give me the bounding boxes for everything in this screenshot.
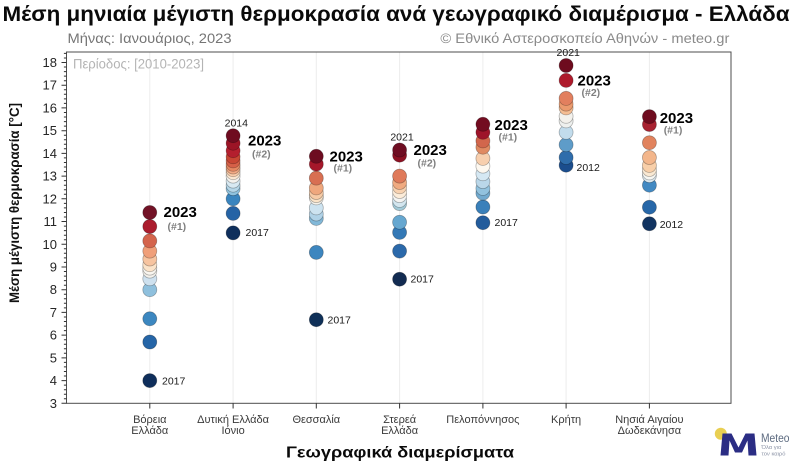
svg-text:(#1): (#1) bbox=[334, 163, 353, 175]
svg-text:(#2): (#2) bbox=[252, 149, 271, 161]
svg-text:2023: 2023 bbox=[248, 133, 281, 150]
svg-text:Ελλάδα: Ελλάδα bbox=[131, 425, 169, 437]
svg-text:15: 15 bbox=[43, 123, 57, 138]
svg-text:5: 5 bbox=[50, 350, 57, 365]
svg-text:Θεσσαλία: Θεσσαλία bbox=[292, 414, 340, 426]
svg-text:13: 13 bbox=[43, 169, 57, 184]
svg-text:(#1): (#1) bbox=[664, 125, 683, 137]
svg-text:Μέση μέγιστη θερμοκρασία [°C]: Μέση μέγιστη θερμοκρασία [°C] bbox=[6, 103, 22, 303]
svg-text:9: 9 bbox=[50, 260, 57, 275]
svg-text:2012: 2012 bbox=[577, 162, 601, 174]
svg-text:2023: 2023 bbox=[578, 72, 611, 89]
svg-text:Ιόνιο: Ιόνιο bbox=[221, 425, 244, 437]
svg-text:2023: 2023 bbox=[660, 110, 693, 127]
svg-text:18: 18 bbox=[43, 55, 57, 70]
svg-text:2023: 2023 bbox=[495, 117, 528, 134]
svg-text:10: 10 bbox=[43, 237, 57, 252]
svg-text:Meteo: Meteo bbox=[761, 433, 790, 445]
svg-text:12: 12 bbox=[43, 191, 57, 206]
svg-text:Νησιά Αιγαίου: Νησιά Αιγαίου bbox=[615, 414, 683, 426]
svg-text:2023: 2023 bbox=[164, 204, 197, 221]
svg-text:17: 17 bbox=[43, 78, 57, 93]
svg-text:(#1): (#1) bbox=[499, 132, 518, 144]
svg-text:Δωδεκάνησα: Δωδεκάνησα bbox=[618, 425, 682, 437]
svg-text:τον καιρό: τον καιρό bbox=[762, 451, 786, 458]
svg-text:Μέση μηνιαία μέγιστη θερμοκρασ: Μέση μηνιαία μέγιστη θερμοκρασία ανά γεω… bbox=[3, 2, 790, 26]
svg-text:Μήνας: Ιανουάριος, 2023: Μήνας: Ιανουάριος, 2023 bbox=[68, 31, 232, 46]
svg-text:Γεωγραφικά διαμερίσματα: Γεωγραφικά διαμερίσματα bbox=[286, 445, 515, 462]
svg-text:Βόρεια: Βόρεια bbox=[133, 414, 167, 426]
svg-text:11: 11 bbox=[44, 214, 58, 229]
svg-text:Στερεά: Στερεά bbox=[383, 414, 417, 426]
svg-text:14: 14 bbox=[43, 146, 57, 161]
svg-text:(#1): (#1) bbox=[168, 221, 187, 233]
svg-text:2017: 2017 bbox=[162, 375, 186, 387]
svg-text:(#2): (#2) bbox=[418, 157, 437, 169]
svg-text:2012: 2012 bbox=[660, 219, 684, 231]
svg-text:2021: 2021 bbox=[557, 47, 581, 59]
svg-text:Ελλάδα: Ελλάδα bbox=[381, 425, 419, 437]
svg-text:2017: 2017 bbox=[411, 274, 435, 286]
svg-text:6: 6 bbox=[50, 328, 57, 343]
svg-text:Δυτική Ελλάδα: Δυτική Ελλάδα bbox=[197, 414, 269, 426]
svg-text:2017: 2017 bbox=[495, 217, 519, 229]
svg-text:Κρήτη: Κρήτη bbox=[551, 414, 581, 426]
svg-text:7: 7 bbox=[50, 305, 57, 320]
svg-text:8: 8 bbox=[50, 282, 57, 297]
svg-text:Όλα για: Όλα για bbox=[761, 445, 782, 451]
svg-text:2017: 2017 bbox=[328, 314, 352, 326]
svg-text:Περίοδος: [2010-2023]: Περίοδος: [2010-2023] bbox=[73, 57, 204, 72]
svg-text:3: 3 bbox=[50, 396, 57, 411]
svg-text:2017: 2017 bbox=[246, 227, 270, 239]
svg-text:2023: 2023 bbox=[330, 148, 363, 165]
svg-text:16: 16 bbox=[43, 100, 57, 115]
svg-text:2014: 2014 bbox=[225, 118, 249, 130]
svg-text:Πελοπόννησος: Πελοπόννησος bbox=[446, 414, 519, 426]
svg-text:(#2): (#2) bbox=[582, 87, 601, 99]
svg-text:© Εθνικό Αστεροσκοπείο Αθηνών: © Εθνικό Αστεροσκοπείο Αθηνών - meteo.gr bbox=[440, 31, 730, 46]
svg-text:2021: 2021 bbox=[390, 131, 414, 143]
svg-text:2023: 2023 bbox=[414, 142, 447, 159]
svg-text:4: 4 bbox=[50, 373, 57, 388]
